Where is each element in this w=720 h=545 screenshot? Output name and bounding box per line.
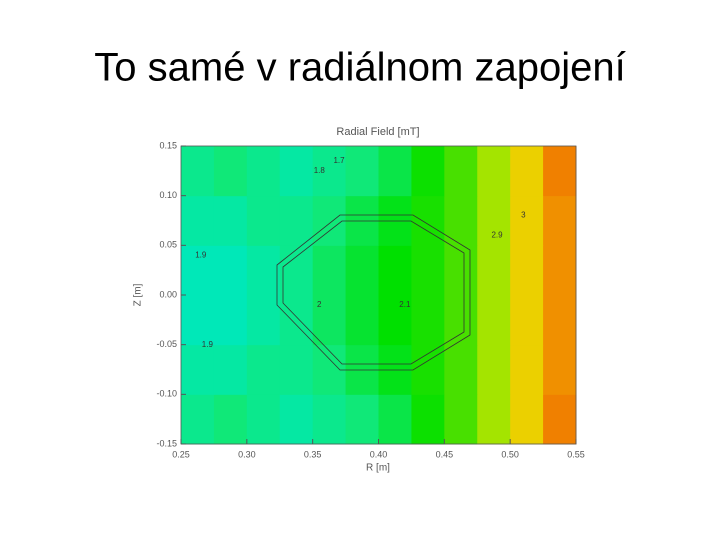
heat-cell [213,146,248,197]
heat-cell [411,195,445,246]
y-tick-label: -0.05 [156,339,177,349]
heat-cell [181,146,215,197]
heat-cell [543,394,577,445]
heat-cell [378,394,412,445]
heat-cell [312,146,347,197]
heat-cell [378,146,412,197]
heat-cell [312,295,347,346]
heat-cell [213,295,248,346]
heat-cell [312,394,347,445]
heat-cell [246,146,281,197]
y-tick-label: -0.15 [156,438,177,448]
heat-cell [213,344,248,395]
heat-cell [411,295,445,346]
x-tick-label: 0.45 [436,449,454,459]
heat-cell [181,295,215,346]
heat-cell [246,195,281,246]
heat-cell [543,245,577,296]
heat-cell [411,146,445,197]
heat-cell [213,394,248,445]
heat-cell [181,245,215,296]
y-tick-label: 0.10 [159,190,177,200]
contour-label: 3 [521,211,526,220]
heat-cell [543,344,577,395]
contour-label: 1.8 [314,166,326,175]
coil-outline [276,214,471,371]
heat-cell [510,394,544,445]
x-tick-label: 0.55 [567,449,585,459]
heat-cell [345,245,379,296]
heat-cell [510,344,544,395]
heat-cell [444,146,478,197]
heat-cell [279,344,314,395]
contour-label: 1.9 [202,340,214,349]
contour-label: 1.9 [195,250,207,259]
heat-cell [510,146,544,197]
contour-label: 2.9 [491,231,503,240]
heat-cell [279,146,314,197]
heat-cell [213,195,248,246]
heat-cell [279,245,314,296]
y-tick-label: 0.05 [159,240,177,250]
y-tick-label: 0.15 [159,140,177,150]
heat-cell [279,394,314,445]
heatmap [181,146,577,445]
heat-cell [312,195,347,246]
heat-cell [477,394,511,445]
contour-label: 2 [317,300,322,309]
heat-cell [444,344,478,395]
heat-cell [411,245,445,296]
x-tick-label: 0.35 [304,449,322,459]
heat-cell [543,195,577,246]
heat-cell [378,245,412,296]
heat-cell [510,195,544,246]
coil-inner [282,220,465,365]
x-tick-label: 0.30 [238,449,256,459]
heat-cell [543,146,577,197]
heat-cell [444,245,478,296]
contour-label: 1.7 [333,156,345,165]
heat-cell [477,344,511,395]
heat-cell [477,295,511,346]
heat-cell [345,295,379,346]
heat-cell [181,195,215,246]
x-tick-label: 0.25 [172,449,190,459]
x-tick-label: 0.50 [501,449,519,459]
heat-cell [510,245,544,296]
heat-cell [181,344,215,395]
heat-cell [246,344,281,395]
heat-cell [246,295,281,346]
heat-cell [345,146,379,197]
heat-cell [444,394,478,445]
heat-cell [246,245,281,296]
heat-cell [345,394,379,445]
heat-cell [378,295,412,346]
heat-cell [181,394,215,445]
coil-outer [276,214,471,371]
chart-title: Radial Field [mT] [336,126,419,138]
heat-cell [444,295,478,346]
heat-cell [510,295,544,346]
heat-cell [477,146,511,197]
contour-label: 2.1 [399,300,411,309]
y-tick-label: -0.10 [156,389,177,399]
x-tick-label: 0.40 [370,449,388,459]
heat-cell [477,245,511,296]
heat-cell [411,394,445,445]
heat-cell [312,245,347,296]
heat-cell [543,295,577,346]
y-tick-label: 0.00 [159,289,177,299]
x-axis-label: R [m] [366,463,390,474]
heat-cell [279,195,314,246]
heat-cell [213,245,248,296]
y-axis-label: Z [m] [133,283,144,306]
heat-cell [411,344,445,395]
slide-title: To samé v radiálnom zapojení [94,46,625,90]
heat-cell [246,394,281,445]
heat-cell [477,195,511,246]
heat-cell [444,195,478,246]
